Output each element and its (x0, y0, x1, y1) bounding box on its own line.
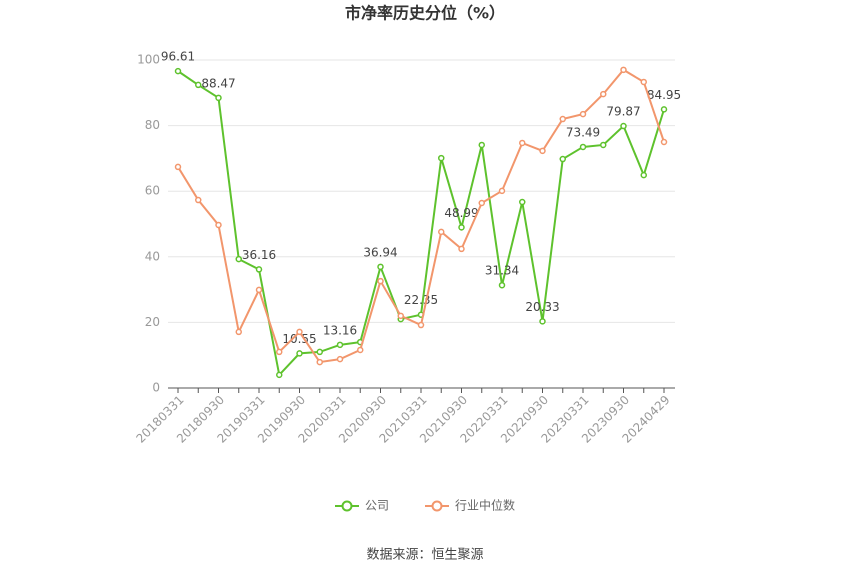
data-label: 48.99 (444, 206, 478, 220)
point (215, 94, 222, 102)
point (438, 228, 445, 236)
point (357, 346, 364, 354)
data-label: 10.55 (282, 332, 316, 346)
point (660, 138, 668, 146)
point (458, 245, 465, 253)
data-label: 84.95 (647, 88, 681, 102)
point (519, 139, 526, 147)
y-tick-label: 80 (145, 118, 160, 132)
point (316, 348, 323, 356)
point (579, 110, 587, 118)
data-label: 36.94 (363, 245, 397, 259)
point (174, 67, 182, 75)
y-tick-label: 100 (137, 53, 160, 67)
point (235, 328, 242, 336)
series-line (177, 70, 665, 377)
point (255, 286, 263, 294)
point (417, 321, 425, 329)
legend-marker (341, 500, 353, 512)
point (215, 221, 222, 229)
point (377, 263, 384, 271)
y-tick-label: 20 (145, 315, 160, 329)
point (620, 66, 627, 74)
point (174, 163, 182, 171)
point (377, 277, 384, 285)
point (539, 318, 546, 325)
y-tick-label: 40 (145, 249, 160, 263)
point (640, 171, 647, 179)
point (458, 224, 465, 231)
legend-label: 公司 (365, 499, 389, 513)
point (438, 154, 445, 162)
chart-title: 市净率历史分位（%） (345, 4, 505, 23)
point (559, 155, 566, 163)
point (276, 348, 283, 356)
y-tick-label: 0 (152, 381, 160, 395)
data-label: 36.16 (242, 248, 276, 262)
point (498, 281, 506, 289)
point (519, 198, 526, 206)
data-label: 88.47 (201, 76, 235, 90)
point (195, 196, 202, 204)
data-label: 31.34 (485, 264, 519, 278)
point (539, 147, 546, 155)
point (478, 199, 485, 207)
point (559, 115, 566, 123)
legend-label: 行业中位数 (455, 498, 515, 513)
point (397, 312, 404, 320)
y-tick-label: 60 (145, 184, 160, 198)
data-label: 20.33 (525, 300, 559, 314)
point (195, 81, 202, 89)
source: 数据来源：恒生聚源 (366, 548, 483, 563)
point (579, 143, 587, 151)
point (600, 90, 607, 98)
point (478, 141, 485, 149)
series-line (177, 68, 665, 364)
point (600, 141, 607, 149)
point (276, 371, 283, 379)
point (336, 355, 344, 363)
data-label: 13.16 (323, 323, 357, 337)
point (296, 328, 303, 336)
data-label: 79.87 (606, 105, 640, 119)
point (235, 255, 242, 263)
point (255, 266, 263, 273)
point (620, 122, 627, 130)
point (640, 78, 647, 86)
data-label: 73.49 (566, 125, 600, 139)
legend-marker (431, 500, 443, 512)
data-label: 96.61 (161, 50, 195, 64)
point (498, 187, 506, 195)
point (316, 358, 323, 366)
point (336, 341, 344, 349)
point (660, 106, 668, 113)
point (296, 350, 303, 357)
data-label: 22.35 (404, 293, 438, 307)
